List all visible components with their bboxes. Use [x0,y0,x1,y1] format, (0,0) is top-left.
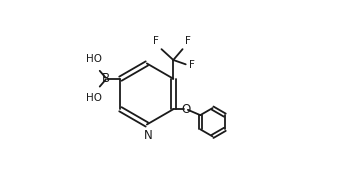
Text: O: O [181,103,190,116]
Text: B: B [102,72,110,85]
Text: F: F [185,36,191,46]
Text: HO: HO [86,54,102,64]
Text: HO: HO [86,93,102,103]
Text: F: F [153,36,159,46]
Text: F: F [189,60,195,70]
Text: N: N [144,129,152,142]
